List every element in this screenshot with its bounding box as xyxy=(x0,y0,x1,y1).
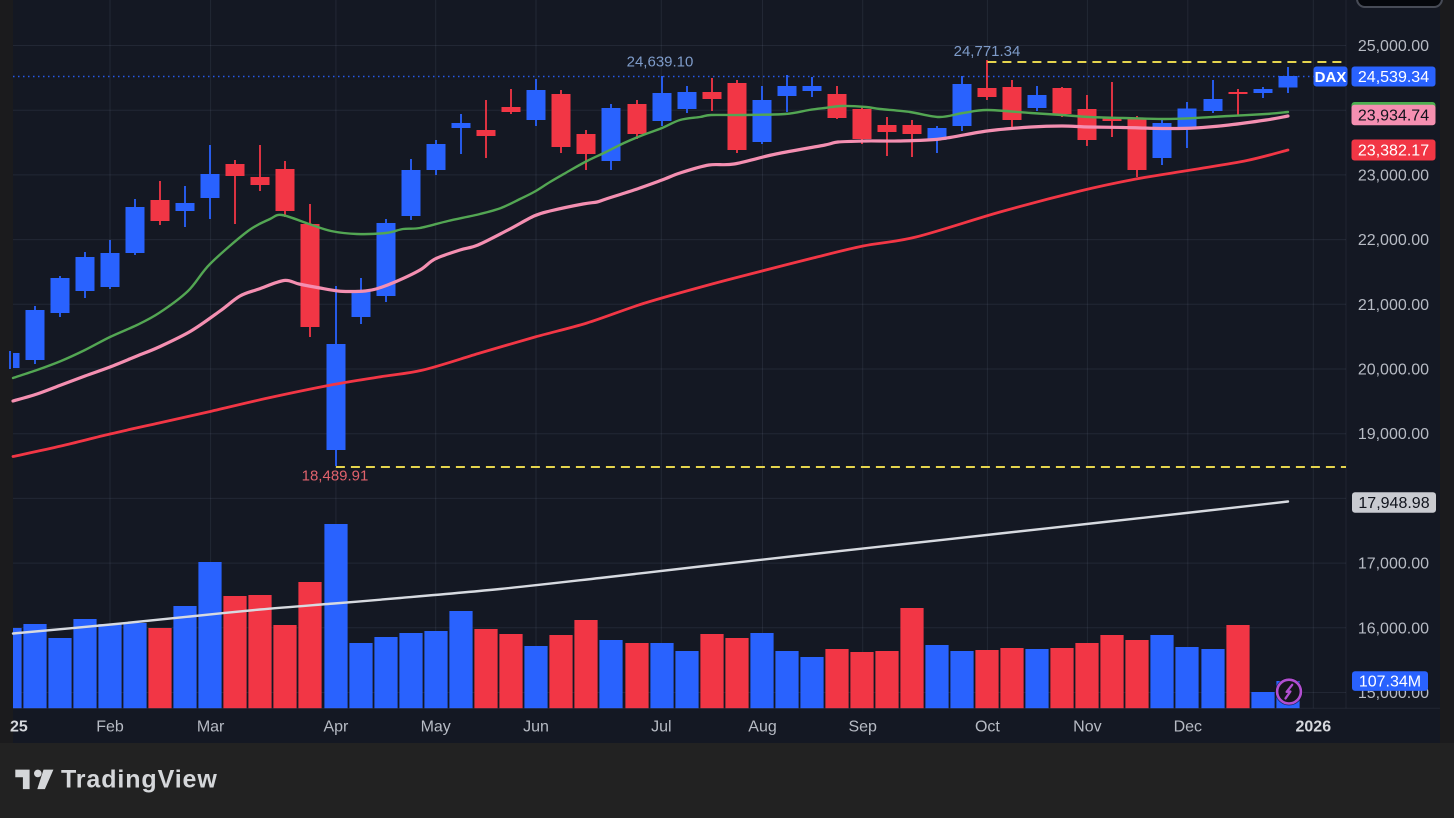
svg-text:Sep: Sep xyxy=(848,719,877,736)
svg-text:24,771.34: 24,771.34 xyxy=(954,43,1021,60)
svg-text:Dec: Dec xyxy=(1174,719,1202,736)
svg-text:21,000.00: 21,000.00 xyxy=(1358,297,1429,314)
svg-text:24,639.10: 24,639.10 xyxy=(627,54,694,71)
svg-text:May: May xyxy=(421,719,451,736)
svg-text:17,948.98: 17,948.98 xyxy=(1358,495,1429,512)
svg-text:22,000.00: 22,000.00 xyxy=(1358,232,1429,249)
svg-text:Oct: Oct xyxy=(975,719,1000,736)
svg-text:25: 25 xyxy=(10,719,28,736)
svg-text:Feb: Feb xyxy=(96,719,124,736)
svg-text:23,934.74: 23,934.74 xyxy=(1358,108,1429,125)
svg-text:Jul: Jul xyxy=(651,719,671,736)
svg-text:DAX: DAX xyxy=(1315,69,1347,86)
svg-text:20,000.00: 20,000.00 xyxy=(1358,362,1429,379)
svg-text:Jun: Jun xyxy=(523,719,549,736)
svg-text:TradingView: TradingView xyxy=(61,766,218,794)
svg-text:19,000.00: 19,000.00 xyxy=(1358,426,1429,443)
svg-text:25,000.00: 25,000.00 xyxy=(1358,38,1429,55)
svg-text:17,000.00: 17,000.00 xyxy=(1358,556,1429,573)
svg-text:2026: 2026 xyxy=(1296,719,1332,736)
svg-text:23,000.00: 23,000.00 xyxy=(1358,167,1429,184)
svg-text:18,489.91: 18,489.91 xyxy=(302,468,369,485)
svg-text:Apr: Apr xyxy=(323,719,349,736)
svg-text:107.34M: 107.34M xyxy=(1359,674,1421,691)
svg-text:23,382.17: 23,382.17 xyxy=(1358,143,1429,160)
svg-text:Aug: Aug xyxy=(748,719,776,736)
svg-text:Mar: Mar xyxy=(197,719,225,736)
svg-text:24,539.34: 24,539.34 xyxy=(1358,69,1429,86)
svg-text:16,000.00: 16,000.00 xyxy=(1358,620,1429,637)
svg-text:Nov: Nov xyxy=(1073,719,1101,736)
